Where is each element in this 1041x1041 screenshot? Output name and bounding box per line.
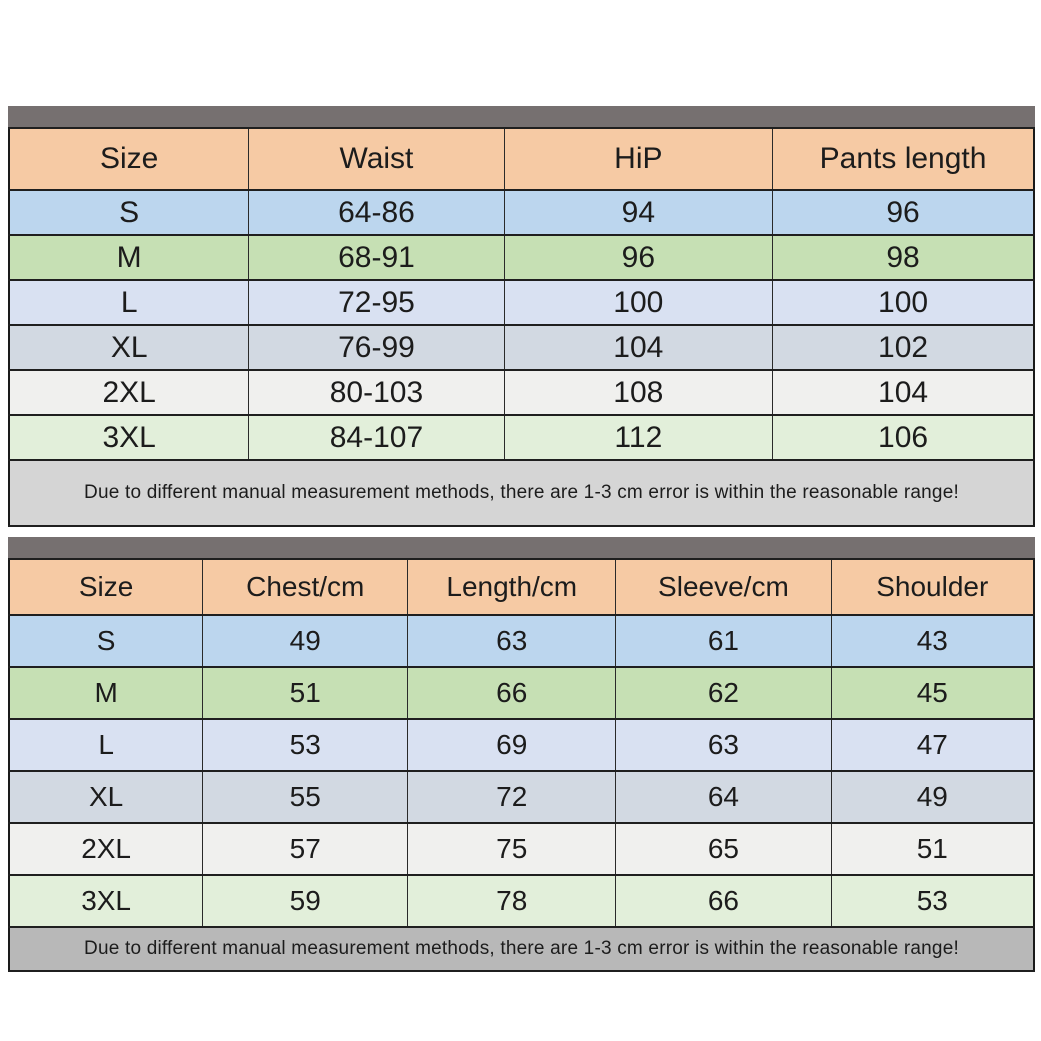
shoulder-cell: 51 — [830, 822, 1035, 876]
shoulder-cell: 53 — [830, 874, 1035, 928]
table-row: L 53 69 63 47 — [8, 718, 1035, 772]
hip-cell: 112 — [503, 414, 774, 461]
pants-header-row: Size Waist HiP Pants length — [8, 127, 1035, 191]
sleeve-cell: 62 — [615, 666, 832, 720]
waist-cell: 84-107 — [248, 414, 505, 461]
table-row: 3XL 84-107 112 106 — [8, 414, 1035, 461]
shoulder-cell: 47 — [830, 718, 1035, 772]
table-row: 3XL 59 78 66 53 — [8, 874, 1035, 928]
top-table-title-bar — [8, 537, 1035, 558]
length-cell: 72 — [407, 770, 617, 824]
size-cell: S — [8, 614, 204, 668]
measurement-disclaimer-row: Due to different manual measurement meth… — [8, 926, 1035, 972]
size-cell: 3XL — [8, 874, 204, 928]
shoulder-cell: 45 — [830, 666, 1035, 720]
column-header-length: Length/cm — [407, 558, 617, 616]
sleeve-cell: 65 — [615, 822, 832, 876]
table-row: 2XL 57 75 65 51 — [8, 822, 1035, 876]
chest-cell: 51 — [202, 666, 409, 720]
chest-cell: 49 — [202, 614, 409, 668]
table-row: M 68-91 96 98 — [8, 234, 1035, 281]
pants-length-cell: 102 — [772, 324, 1035, 371]
length-cell: 78 — [407, 874, 617, 928]
chest-cell: 59 — [202, 874, 409, 928]
size-cell: S — [8, 189, 250, 236]
table-row: XL 55 72 64 49 — [8, 770, 1035, 824]
pants-length-cell: 96 — [772, 189, 1035, 236]
pants-table-title-bar — [8, 106, 1035, 127]
hip-cell: 104 — [503, 324, 774, 371]
length-cell: 66 — [407, 666, 617, 720]
column-header-shoulder: Shoulder — [830, 558, 1035, 616]
pants-length-cell: 104 — [772, 369, 1035, 416]
table-row: M 51 66 62 45 — [8, 666, 1035, 720]
size-cell: 2XL — [8, 369, 250, 416]
length-cell: 69 — [407, 718, 617, 772]
column-header-chest: Chest/cm — [202, 558, 409, 616]
shoulder-cell: 43 — [830, 614, 1035, 668]
column-header-size: Size — [8, 558, 204, 616]
sleeve-cell: 66 — [615, 874, 832, 928]
top-header-row: Size Chest/cm Length/cm Sleeve/cm Should… — [8, 558, 1035, 616]
length-cell: 75 — [407, 822, 617, 876]
hip-cell: 108 — [503, 369, 774, 416]
column-header-waist: Waist — [248, 127, 505, 191]
pants-size-table-section: Size Waist HiP Pants length S 64-86 94 9… — [8, 106, 1035, 527]
table-row: L 72-95 100 100 — [8, 279, 1035, 326]
waist-cell: 64-86 — [248, 189, 505, 236]
column-header-size: Size — [8, 127, 250, 191]
chest-cell: 57 — [202, 822, 409, 876]
pants-length-cell: 106 — [772, 414, 1035, 461]
size-cell: M — [8, 666, 204, 720]
table-row: S 49 63 61 43 — [8, 614, 1035, 668]
top-size-table: Size Chest/cm Length/cm Sleeve/cm Should… — [8, 558, 1035, 972]
size-cell: L — [8, 718, 204, 772]
column-header-sleeve: Sleeve/cm — [615, 558, 832, 616]
waist-cell: 80-103 — [248, 369, 505, 416]
size-cell: L — [8, 279, 250, 326]
shoulder-cell: 49 — [830, 770, 1035, 824]
measurement-disclaimer-row: Due to different manual measurement meth… — [8, 459, 1035, 527]
waist-cell: 68-91 — [248, 234, 505, 281]
measurement-disclaimer-text: Due to different manual measurement meth… — [8, 926, 1035, 972]
sleeve-cell: 61 — [615, 614, 832, 668]
size-cell: XL — [8, 324, 250, 371]
hip-cell: 96 — [503, 234, 774, 281]
waist-cell: 76-99 — [248, 324, 505, 371]
size-cell: 2XL — [8, 822, 204, 876]
chest-cell: 53 — [202, 718, 409, 772]
size-cell: 3XL — [8, 414, 250, 461]
waist-cell: 72-95 — [248, 279, 505, 326]
pants-size-table: Size Waist HiP Pants length S 64-86 94 9… — [8, 127, 1035, 527]
column-header-pants-length: Pants length — [772, 127, 1035, 191]
pants-length-cell: 100 — [772, 279, 1035, 326]
top-size-table-section: Size Chest/cm Length/cm Sleeve/cm Should… — [8, 537, 1035, 972]
length-cell: 63 — [407, 614, 617, 668]
chest-cell: 55 — [202, 770, 409, 824]
pants-length-cell: 98 — [772, 234, 1035, 281]
table-row: XL 76-99 104 102 — [8, 324, 1035, 371]
hip-cell: 94 — [503, 189, 774, 236]
sleeve-cell: 64 — [615, 770, 832, 824]
measurement-disclaimer-text: Due to different manual measurement meth… — [8, 459, 1035, 527]
hip-cell: 100 — [503, 279, 774, 326]
table-row: 2XL 80-103 108 104 — [8, 369, 1035, 416]
sleeve-cell: 63 — [615, 718, 832, 772]
size-cell: M — [8, 234, 250, 281]
column-header-hip: HiP — [503, 127, 774, 191]
table-row: S 64-86 94 96 — [8, 189, 1035, 236]
size-cell: XL — [8, 770, 204, 824]
